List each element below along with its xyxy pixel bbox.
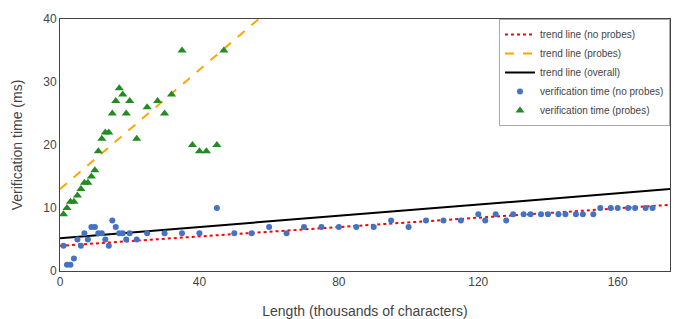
svg-text:verification time (probes): verification time (probes) xyxy=(540,105,649,116)
svg-text:Length (thousands of character: Length (thousands of characters) xyxy=(262,303,467,319)
svg-text:0: 0 xyxy=(50,264,57,278)
svg-text:80: 80 xyxy=(332,275,346,289)
svg-text:30: 30 xyxy=(43,75,57,89)
svg-text:20: 20 xyxy=(43,138,57,152)
svg-text:40: 40 xyxy=(43,12,57,26)
svg-text:10: 10 xyxy=(43,201,57,215)
svg-text:160: 160 xyxy=(608,275,628,289)
svg-text:40: 40 xyxy=(193,275,207,289)
svg-text:verification time (no probes): verification time (no probes) xyxy=(540,86,663,97)
svg-text:Verification time (ms): Verification time (ms) xyxy=(9,80,25,211)
svg-text:trend line (no probes): trend line (no probes) xyxy=(540,29,635,40)
svg-text:120: 120 xyxy=(468,275,488,289)
svg-text:trend line (probes): trend line (probes) xyxy=(540,48,621,59)
svg-text:0: 0 xyxy=(57,275,64,289)
svg-text:trend line (overall): trend line (overall) xyxy=(540,67,620,78)
